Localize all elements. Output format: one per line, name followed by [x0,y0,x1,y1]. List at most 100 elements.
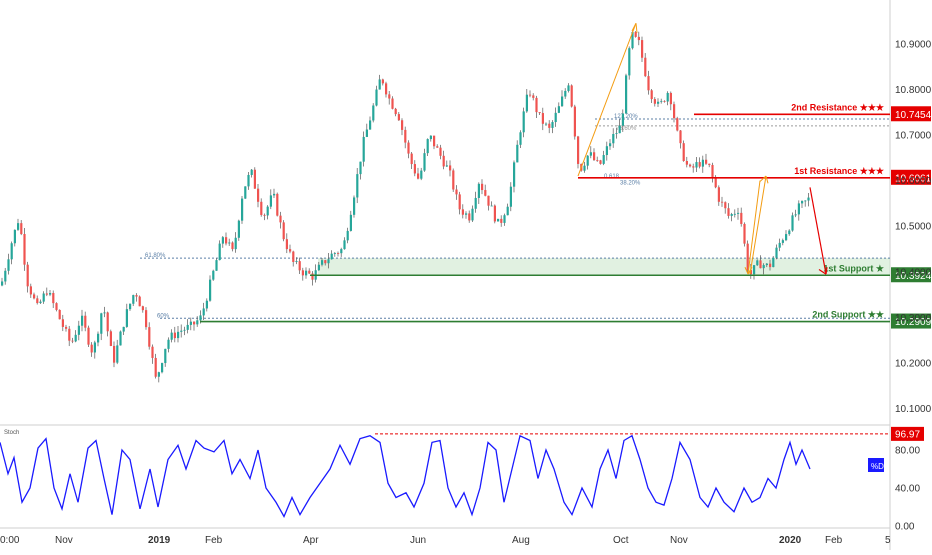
candle-body [292,251,295,262]
candle-body [509,186,512,207]
arrow-segment [759,175,767,182]
candle-body [391,98,394,109]
time-tick-label: 5 [885,535,891,546]
time-tick-label: 0:00 [0,535,20,546]
candle-body [49,293,52,295]
candle-body [746,243,749,271]
candle-body [554,112,557,123]
candle-body [180,330,183,332]
candle-body [570,85,573,107]
price-tick-label: 10.3000 [895,313,932,324]
candle-body [346,230,349,241]
candle-body [682,143,685,162]
candle-body [788,230,791,235]
candle-body [273,193,276,196]
time-tick-label: Oct [613,535,629,546]
candle-body [625,75,628,114]
candle-body [442,155,445,167]
candle-body [250,169,253,175]
candle-body [161,363,164,373]
candle-body [177,331,180,339]
candle-body [170,332,173,340]
candle-body [327,259,330,264]
candle-body [557,106,560,113]
candle-body [138,296,141,307]
candle-body [253,169,256,189]
candle-body [461,209,464,215]
stoch-tick-label: 80.00 [895,446,920,457]
candle-body [452,170,455,190]
level-label-s1: 1st Support ★ [823,263,885,273]
candle-body [497,218,500,222]
candle-body [551,122,554,128]
candle-body [500,218,503,223]
candle-body [676,118,679,131]
stoch-legend-label: %D [871,462,884,471]
stoch-tick-label: 0.00 [895,522,915,533]
candle-body [695,162,698,168]
candle-body [378,79,381,90]
candle-body [807,197,810,201]
price-tick-label: 10.4000 [895,267,932,278]
candle-body [433,135,436,147]
support-zone [318,258,890,276]
candle-body [93,342,96,353]
candle-body [711,164,714,177]
candle-body [77,325,80,335]
candle-body [218,243,221,261]
candle-body [311,273,314,280]
candle-body [295,261,298,262]
candle-body [71,340,74,342]
candle-body [615,133,618,134]
candle-body [599,160,602,164]
candle-body [753,265,756,275]
time-tick-label: Nov [55,535,73,546]
candle-body [282,222,285,240]
candle-body [186,324,189,330]
candle-body [516,144,519,163]
time-tick-label: Feb [825,535,843,546]
time-tick-label: Jun [410,535,426,546]
candle-body [221,237,224,244]
candle-body [644,57,647,77]
candle-body [356,174,359,198]
candle-body [769,263,772,268]
candle-body [372,105,375,121]
candle-body [45,293,48,295]
candle-body [436,146,439,148]
candle-body [564,90,567,97]
candle-body [605,146,608,156]
candle-body [455,189,458,195]
candle-body [567,85,570,91]
candle-body [212,270,215,280]
candle-body [119,331,122,346]
time-axis: 0:00 Nov 2019 Feb Apr Jun Aug Oct Nov 2020 Feb 5 [0,535,891,546]
candle-body [145,310,148,328]
candle-body [84,315,87,328]
candle-body [58,309,61,320]
candle-body [20,223,23,235]
candle-body [522,111,525,133]
stoch-tick-label: 40.00 [895,484,920,495]
candle-body [269,195,272,207]
candle-body [97,333,100,343]
level-badge-s2 [891,313,931,329]
candle-body [765,263,768,266]
price-tick-label: 10.9000 [895,39,932,50]
candle-body [324,260,327,264]
candle-body [749,270,752,275]
candle-body [477,183,480,198]
fib-1272-label: 127.20% [614,114,638,120]
level-value-r2: 10.7454 [895,110,932,121]
candle-body [740,212,743,224]
candle-body [301,270,304,276]
candle-body [154,357,157,377]
candle-body [468,213,471,221]
candle-body [61,319,64,327]
stoch-value-badge [891,426,924,441]
candle-body [759,260,762,269]
candle-body [74,334,77,342]
candle-body [148,327,151,347]
fib-786-label: 78.60% [616,126,637,132]
candle-body [385,83,388,95]
